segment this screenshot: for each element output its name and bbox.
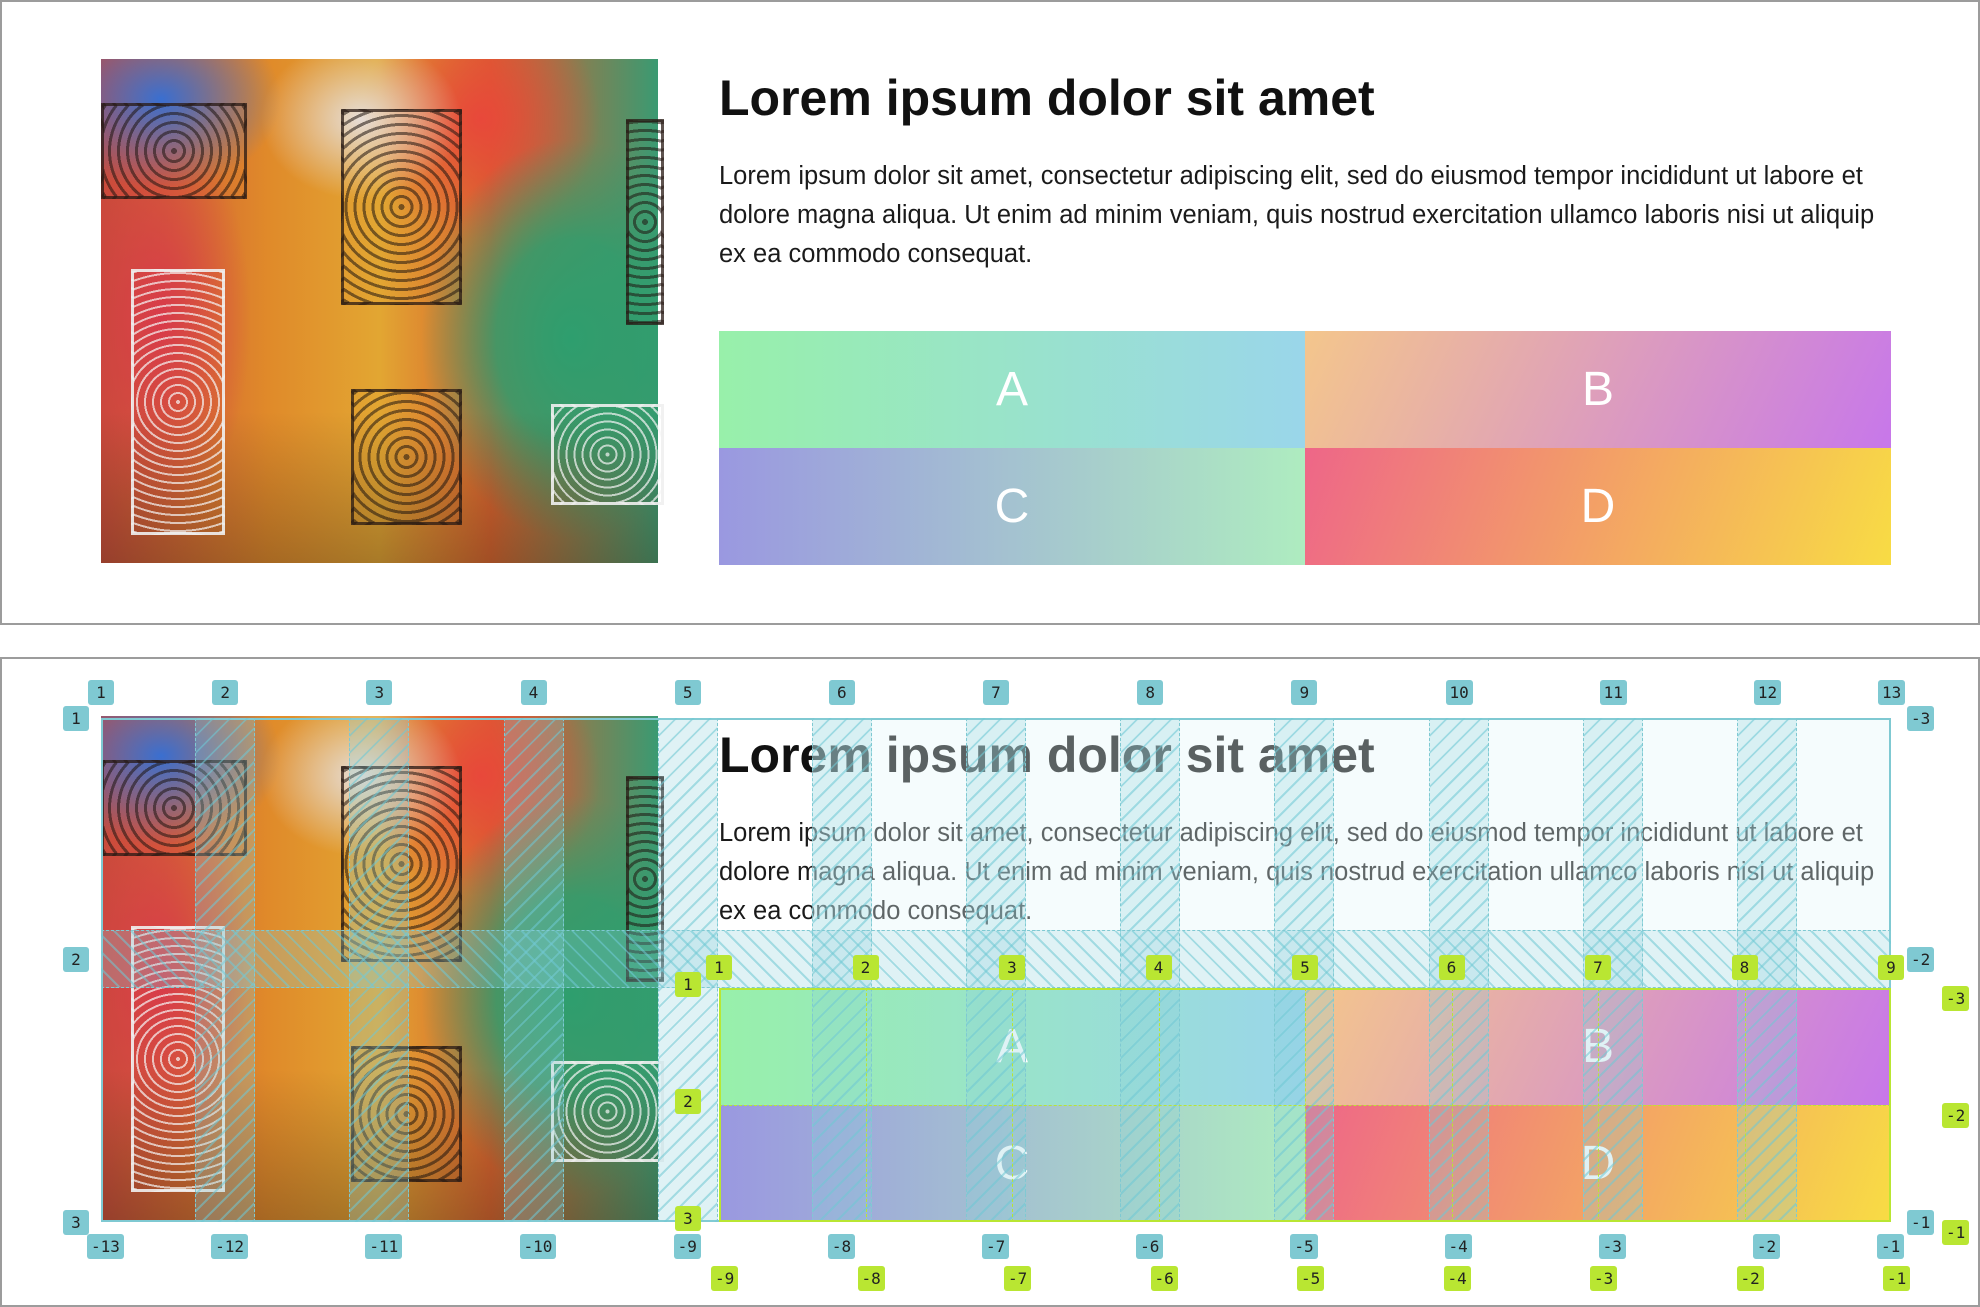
cell-a: A — [719, 988, 1305, 1105]
photo-window — [626, 119, 664, 325]
cell-d: D — [1305, 448, 1891, 565]
photo-balcony — [551, 1061, 664, 1162]
photo-window — [351, 1046, 462, 1182]
photo-window — [131, 269, 225, 535]
photo-window — [626, 776, 664, 982]
photo-window — [341, 109, 462, 305]
card-layout: Lorem ipsum dolor sit amet Lorem ipsum d… — [2, 2, 1978, 622]
photo-window — [351, 389, 462, 525]
cell-b: B — [1305, 988, 1891, 1105]
photo-balcony — [101, 103, 247, 199]
card-title: Lorem ipsum dolor sit amet — [719, 70, 1375, 126]
cell-d: D — [1305, 1105, 1891, 1222]
cell-a: A — [719, 331, 1305, 448]
card-paragraph: Lorem ipsum dolor sit amet, consectetur … — [719, 819, 1875, 925]
cell-c: C — [719, 448, 1305, 565]
card-paragraph: Lorem ipsum dolor sit amet, consectetur … — [719, 162, 1875, 268]
preview-panel: Lorem ipsum dolor sit amet Lorem ipsum d… — [0, 0, 1980, 625]
cell-grid: A B C D — [719, 988, 1891, 1222]
photo-balcony — [101, 760, 247, 856]
cell-grid: A B C D — [719, 331, 1891, 565]
grid-inspector-panel: Lorem ipsum dolor sit amet Lorem ipsum d… — [0, 657, 1980, 1307]
photo-window — [341, 766, 462, 962]
cell-c: C — [719, 1105, 1305, 1222]
photo-balcony — [551, 404, 664, 505]
wall-photo — [101, 59, 664, 563]
card-title: Lorem ipsum dolor sit amet — [719, 727, 1375, 783]
photo-window — [131, 926, 225, 1192]
wall-photo — [101, 716, 664, 1220]
card-layout-inspected: Lorem ipsum dolor sit amet Lorem ipsum d… — [2, 659, 1978, 1279]
cell-b: B — [1305, 331, 1891, 448]
